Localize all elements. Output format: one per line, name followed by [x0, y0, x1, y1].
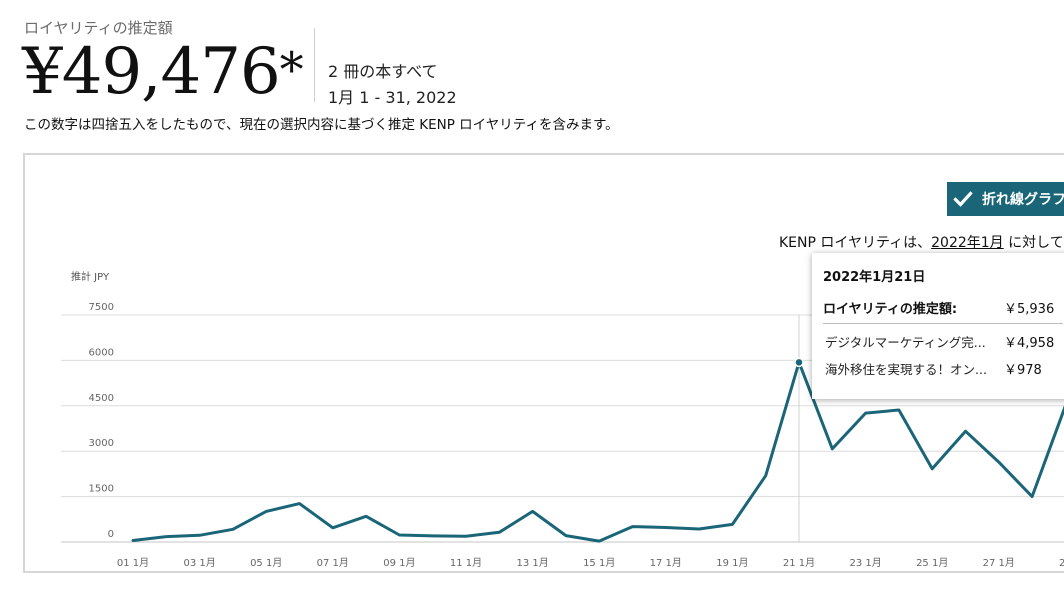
- rounding-note: この数字は四捨五入をしたもので、現在の選択内容に基づく推定 KENP ロイヤリテ…: [24, 117, 619, 133]
- royalty-asterisk: *: [279, 42, 304, 98]
- y-tick-label: 4500: [89, 393, 114, 404]
- tooltip-book-title: デジタルマーケティング完...: [825, 335, 986, 350]
- x-tick-label: 27 1月: [983, 557, 1015, 569]
- x-tick-label: 21 1月: [783, 557, 815, 569]
- tooltip-book-value: ￥4,958: [1004, 336, 1055, 351]
- y-tick-label: 3000: [89, 438, 114, 449]
- x-tick-label: 07 1月: [317, 557, 349, 569]
- royalty-amount: ¥49,476*: [22, 32, 304, 112]
- books-count: 2 冊の本すべて: [328, 62, 438, 81]
- y-tick-label: 6000: [89, 347, 114, 358]
- x-tick-label: 13 1月: [516, 557, 548, 569]
- section-label: ロイヤリティの推定額: [24, 19, 173, 37]
- series-line: [131, 360, 1064, 543]
- x-tick-label: 29: [1059, 558, 1064, 569]
- chart-panel: 折れ線グラフ KENP ロイヤリティは、2022年1月 に対して 推計 JPY …: [23, 153, 1064, 573]
- kenp-note: KENP ロイヤリティは、2022年1月 に対して: [779, 232, 1064, 252]
- highlighted-point: [794, 357, 804, 368]
- tooltip-separator: [823, 323, 1063, 324]
- kenp-month-link[interactable]: 2022年1月: [931, 235, 1004, 251]
- checkmark-icon: [953, 191, 973, 207]
- x-tick-label: 15 1月: [583, 557, 615, 569]
- x-tick-label: 17 1月: [650, 557, 682, 569]
- y-tick-label: 7500: [89, 302, 114, 313]
- header-divider: [314, 28, 315, 102]
- y-axis-title: 推計 JPY: [71, 272, 110, 283]
- x-tick-label: 11 1月: [450, 557, 482, 569]
- y-tick-label: 0: [108, 529, 114, 540]
- x-tick-label: 19 1月: [716, 557, 748, 569]
- tooltip-total-label: ロイヤリティの推定額:: [823, 302, 958, 317]
- royalty-amount-value: ¥49,476: [22, 35, 281, 109]
- tooltip-total-value: ￥5,936: [1004, 302, 1055, 317]
- x-tick-label: 25 1月: [916, 557, 948, 569]
- x-tick-label: 03 1月: [183, 557, 215, 569]
- line-chart-toggle-button[interactable]: 折れ線グラフ: [947, 182, 1064, 216]
- y-tick-label: 1500: [89, 484, 114, 495]
- x-tick-label: 09 1月: [383, 557, 415, 569]
- data-tooltip: 2022年1月21日 ロイヤリティの推定額: ￥5,936 デジタルマーケティン…: [812, 253, 1064, 399]
- tooltip-date: 2022年1月21日: [823, 270, 926, 285]
- tooltip-book-title: 海外移住を実現する！オン...: [825, 362, 987, 377]
- date-range: 1月 1 - 31, 2022: [328, 88, 457, 107]
- x-tick-label: 01 1月: [117, 557, 149, 569]
- kenp-note-prefix: KENP ロイヤリティは、: [779, 235, 932, 251]
- line-chart-toggle-label: 折れ線グラフ: [982, 192, 1064, 208]
- kenp-note-suffix: に対して: [1003, 235, 1064, 251]
- tooltip-book-value: ￥978: [1004, 363, 1042, 378]
- x-tick-label: 23 1月: [849, 557, 881, 569]
- x-tick-label: 05 1月: [250, 557, 282, 569]
